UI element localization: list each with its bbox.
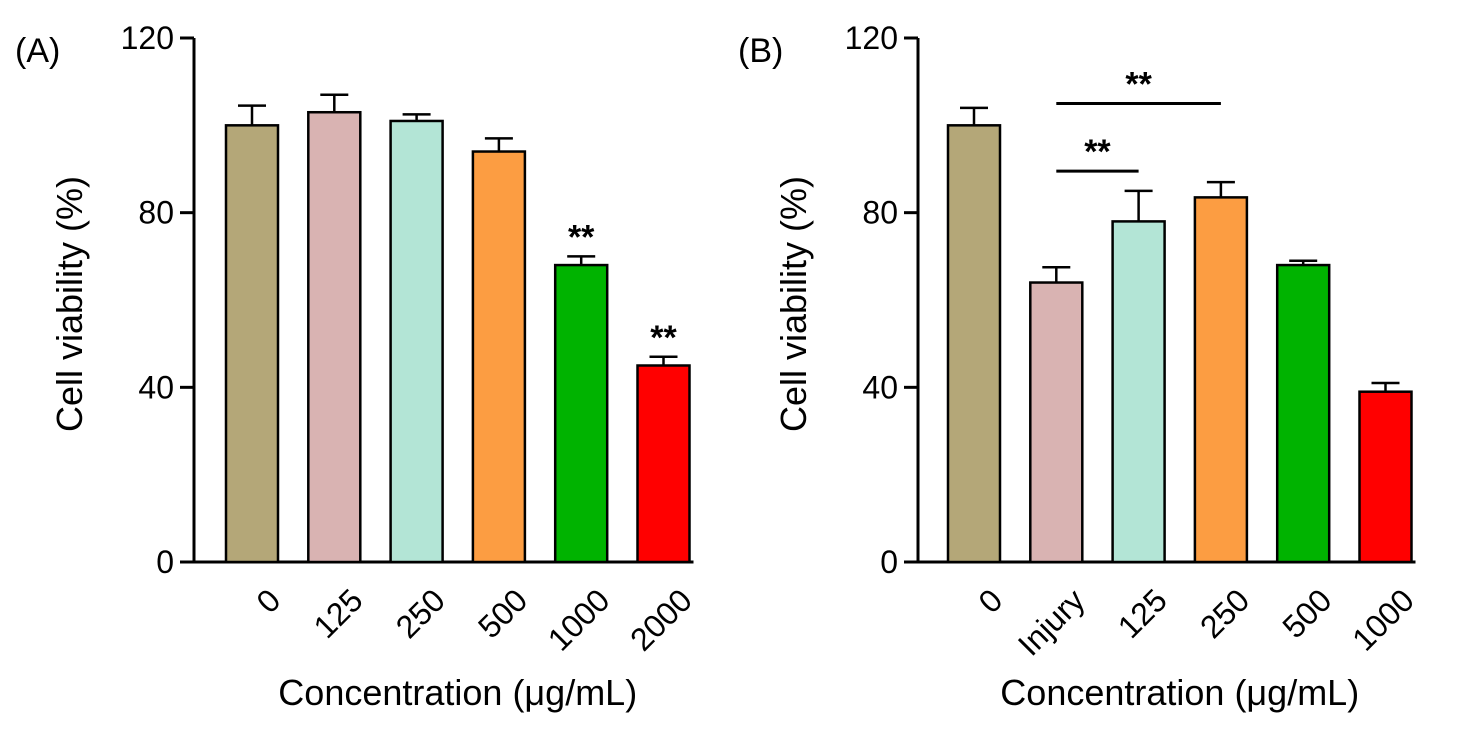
bar <box>1111 220 1166 564</box>
significance-label: ** <box>568 218 595 256</box>
bar <box>471 150 527 564</box>
x-tick-label: 250 <box>389 582 452 645</box>
y-tick-label: 40 <box>138 369 174 405</box>
y-axis-label: Cell viability (%) <box>49 176 90 432</box>
bar <box>307 110 362 564</box>
x-axis-label: Concentration (μg/mL) <box>278 672 637 713</box>
x-tick-label: 500 <box>1275 582 1338 645</box>
x-tick-label: 500 <box>471 582 534 645</box>
y-tick-label: 0 <box>880 544 898 580</box>
panel-label: (A) <box>15 32 60 70</box>
x-tick-label: 1000 <box>541 582 617 658</box>
y-axis-label: Cell viability (%) <box>773 176 814 432</box>
y-tick-label: 80 <box>138 195 174 231</box>
y-tick-label: 40 <box>862 369 898 405</box>
y-tick-label: 120 <box>845 20 898 56</box>
x-axis-label: Concentration (μg/mL) <box>1000 672 1359 713</box>
significance-label: ** <box>650 319 677 357</box>
significance-label: ** <box>1125 66 1152 104</box>
y-tick-label: 80 <box>862 195 898 231</box>
x-tick-label: 250 <box>1193 582 1256 645</box>
y-tick-label: 120 <box>121 20 174 56</box>
bar <box>1029 281 1084 564</box>
bar <box>1358 390 1413 564</box>
bar <box>1193 196 1249 564</box>
x-tick-label: 125 <box>306 582 369 645</box>
bar <box>553 263 609 564</box>
x-tick-label: 125 <box>1111 582 1174 645</box>
bar <box>1275 263 1331 564</box>
panel-a: (A) 0 40 80 120 Cell viability (%) 0 125 250 500 *… <box>15 20 699 713</box>
x-tick-label: 0 <box>249 582 287 620</box>
bar <box>224 124 280 564</box>
x-tick-label: Injury <box>1011 582 1092 663</box>
y-tick-label: 0 <box>156 544 174 580</box>
significance-label: ** <box>1084 133 1111 171</box>
panel-label: (B) <box>738 32 783 70</box>
bar <box>389 119 444 564</box>
x-tick-label: 1000 <box>1345 582 1421 658</box>
x-tick-label: 0 <box>971 582 1009 620</box>
x-tick-label: 2000 <box>623 582 699 658</box>
bar <box>636 364 691 564</box>
bar <box>946 124 1002 564</box>
